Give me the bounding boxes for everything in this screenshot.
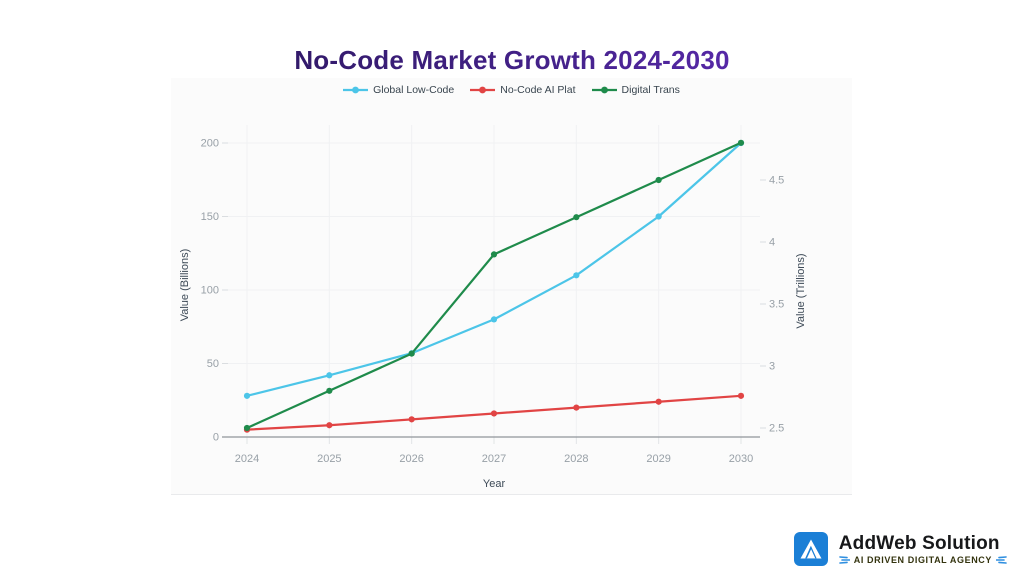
legend-label: No-Code AI Plat xyxy=(500,84,576,96)
data-point xyxy=(243,392,251,399)
x-tick-label: 2024 xyxy=(235,453,259,465)
data-point xyxy=(573,214,580,221)
y-tick-label-left: 200 xyxy=(201,138,219,150)
right-axis-title: Value (Trillions) xyxy=(795,253,807,329)
y-tick-label-right: 4.5 xyxy=(769,175,784,187)
data-point xyxy=(737,392,745,399)
data-point xyxy=(655,398,662,405)
data-point xyxy=(408,350,415,357)
legend-label: Digital Trans xyxy=(621,84,680,96)
brand-tagline-text: AI DRIVEN DIGITAL AGENCY xyxy=(853,555,992,565)
x-tick-label: 2025 xyxy=(317,453,341,465)
x-tick-label: 2027 xyxy=(482,453,506,465)
logo-square xyxy=(793,532,828,566)
y-tick-label-right: 4 xyxy=(769,237,775,249)
legend-marker-icon xyxy=(591,86,617,94)
left-axis-title: Value (Billions) xyxy=(179,248,191,322)
y-tick-label-left: 100 xyxy=(201,285,219,297)
chart-card: Global Low-Code No-Code AI Plat Digital Tr… xyxy=(171,78,852,495)
data-point xyxy=(573,404,580,411)
data-point xyxy=(326,372,333,379)
y-tick-label-right: 2.5 xyxy=(769,423,784,435)
data-point xyxy=(655,213,662,220)
x-axis-title: Year xyxy=(482,478,506,490)
y-tick-label-right: 3 xyxy=(769,361,775,373)
y-tick-label-left: 150 xyxy=(201,211,219,223)
legend-item-global-low-code[interactable]: Global Low-Code xyxy=(343,84,454,96)
x-tick-label: 2030 xyxy=(729,453,753,465)
y-tick-label-right: 3.5 xyxy=(769,299,784,311)
data-point xyxy=(243,424,251,432)
speed-lines-right-icon xyxy=(996,556,1007,564)
speed-lines-left-icon xyxy=(838,556,850,564)
data-point xyxy=(326,387,333,394)
legend-marker-icon xyxy=(343,86,369,94)
brand-name: AddWeb Solution xyxy=(838,533,1000,554)
legend-item-no-code-ai-plat[interactable]: No-Code AI Plat xyxy=(470,84,576,96)
legend-item-digital-trans[interactable]: Digital Trans xyxy=(591,84,680,96)
data-point xyxy=(490,410,498,417)
page-title: No-Code Market Growth 2024-2030 xyxy=(0,45,1024,76)
chart-legend: Global Low-Code No-Code AI Plat Digital Tr… xyxy=(171,82,852,98)
addweb-logo-icon xyxy=(793,532,828,566)
data-point xyxy=(655,176,662,184)
data-point xyxy=(737,139,745,146)
y-tick-label-left: 50 xyxy=(207,358,219,370)
x-tick-label: 2029 xyxy=(646,453,670,465)
data-point xyxy=(573,272,580,279)
x-tick-label: 2026 xyxy=(399,453,423,465)
data-point xyxy=(490,316,498,323)
data-point xyxy=(490,251,498,258)
data-point xyxy=(408,416,415,423)
brand-tagline: AI DRIVEN DIGITAL AGENCY xyxy=(838,555,1007,565)
brand-logo: AddWeb Solution AI DRIVEN DIGITAL AGENCY xyxy=(793,532,1007,566)
x-tick-label: 2028 xyxy=(564,453,588,465)
legend-label: Global Low-Code xyxy=(373,84,455,96)
chart-canvas: 2024 2025 2026 2027 2028 2029 2030 0 50 100 150 200… xyxy=(201,125,784,465)
data-point xyxy=(326,422,333,429)
legend-marker-icon xyxy=(470,86,496,94)
y-tick-label-left: 0 xyxy=(213,432,219,444)
